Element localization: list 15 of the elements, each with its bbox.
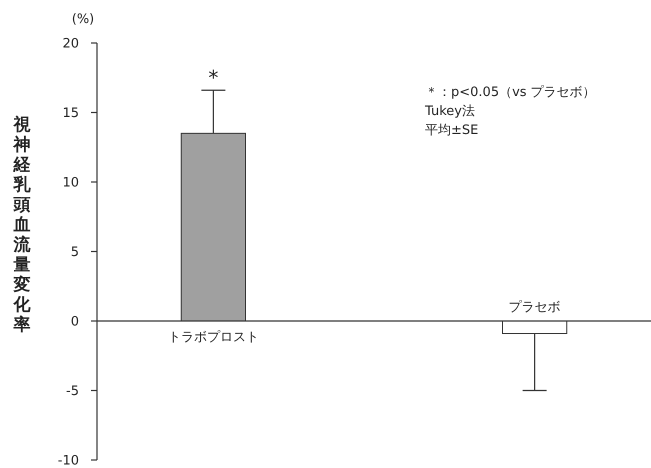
y-tick-label: 10 <box>62 176 79 191</box>
y-tick-label: 15 <box>62 106 79 122</box>
y-tick-label: 20 <box>62 36 79 52</box>
x-tick-label: プラセボ <box>508 300 561 315</box>
text: (%) <box>72 12 94 27</box>
annotation: 平均±SE <box>425 123 478 138</box>
annotation: ＊：p<0.05（vs プラセボ） <box>425 85 596 100</box>
y-tick-label: -10 <box>58 454 79 468</box>
y-tick-label: -5 <box>66 384 79 400</box>
text: 視神経乳頭血流量変化率 <box>14 115 30 335</box>
annotation: * <box>208 65 218 90</box>
y-tick-label: 5 <box>70 245 79 260</box>
x-tick-label: トラボプロスト <box>168 330 259 345</box>
annotation: Tukey法 <box>424 104 475 119</box>
y-tick-label: 0 <box>70 314 79 330</box>
